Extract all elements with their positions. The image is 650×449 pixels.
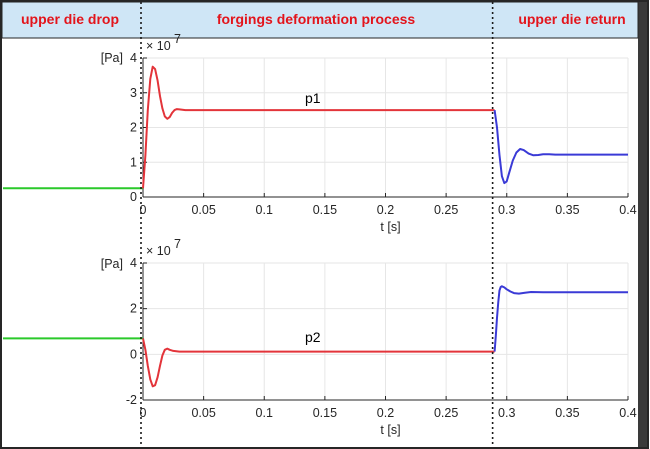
phase-label-forgings-deformation: forgings deformation process [217, 11, 416, 27]
y-tick-label: 4 [130, 51, 137, 65]
phase-header-bar: upper die drop forgings deformation proc… [1, 1, 639, 39]
y-tick-label: 2 [130, 302, 137, 316]
x-tick-label: 0 [140, 406, 147, 420]
x-tick-label: 0.05 [191, 406, 215, 420]
x-tick-label: 0.3 [498, 406, 515, 420]
y-axis-exponent-power: 7 [174, 237, 181, 251]
x-tick-label: 0.1 [256, 203, 273, 217]
x-tick-label: 0.2 [377, 203, 394, 217]
phase-header-background [1, 1, 639, 39]
x-tick-label: 0.05 [191, 203, 215, 217]
x-tick-label: 0.4 [619, 203, 636, 217]
phase-label-upper-die-drop: upper die drop [21, 11, 119, 27]
x-tick-label: 0.35 [555, 406, 579, 420]
y-tick-label: 4 [130, 256, 137, 270]
x-tick-label: 0.2 [377, 406, 394, 420]
series-annotation: p2 [305, 329, 321, 345]
x-tick-label: 0.15 [313, 203, 337, 217]
y-axis-exponent: × 10 [146, 39, 171, 53]
series-line-return [493, 109, 628, 185]
y-axis-exponent: × 10 [146, 244, 171, 258]
y-tick-label: 3 [130, 86, 137, 100]
series-line-deformation [142, 338, 495, 388]
y-tick-label: 1 [130, 155, 137, 169]
x-tick-label: 0.35 [555, 203, 579, 217]
x-tick-label: 0.25 [434, 203, 458, 217]
x-tick-label: 0.4 [619, 406, 636, 420]
series-line-deformation [142, 65, 495, 189]
x-tick-label: 0.1 [256, 406, 273, 420]
phase-label-upper-die-return: upper die return [518, 11, 625, 27]
x-tick-label: 0.3 [498, 203, 515, 217]
x-axis-label: t [s] [380, 220, 400, 234]
x-axis-label: t [s] [380, 423, 400, 437]
y-tick-label: 2 [130, 121, 137, 135]
x-tick-label: 0.15 [313, 406, 337, 420]
phase-dividers [140, 2, 494, 447]
series-annotation: p1 [305, 90, 321, 106]
x-tick-label: 0.25 [434, 406, 458, 420]
y-tick-label: -2 [126, 393, 137, 407]
x-tick-label: 0 [140, 203, 147, 217]
right-edge-bar [638, 2, 647, 447]
y-tick-label: 0 [130, 347, 137, 361]
y-tick-label: 0 [130, 190, 137, 204]
series-line-return [493, 285, 628, 352]
y-axis-exponent-power: 7 [174, 32, 181, 46]
y-axis-unit-label: [Pa] [101, 257, 123, 271]
chart-top-p1: 0 0.05 0.1 0.15 0.2 0.25 0.3 0.35 0.4 0 1 2 3 4 t [s] [… [3, 32, 637, 234]
y-axis-unit-label: [Pa] [101, 51, 123, 65]
